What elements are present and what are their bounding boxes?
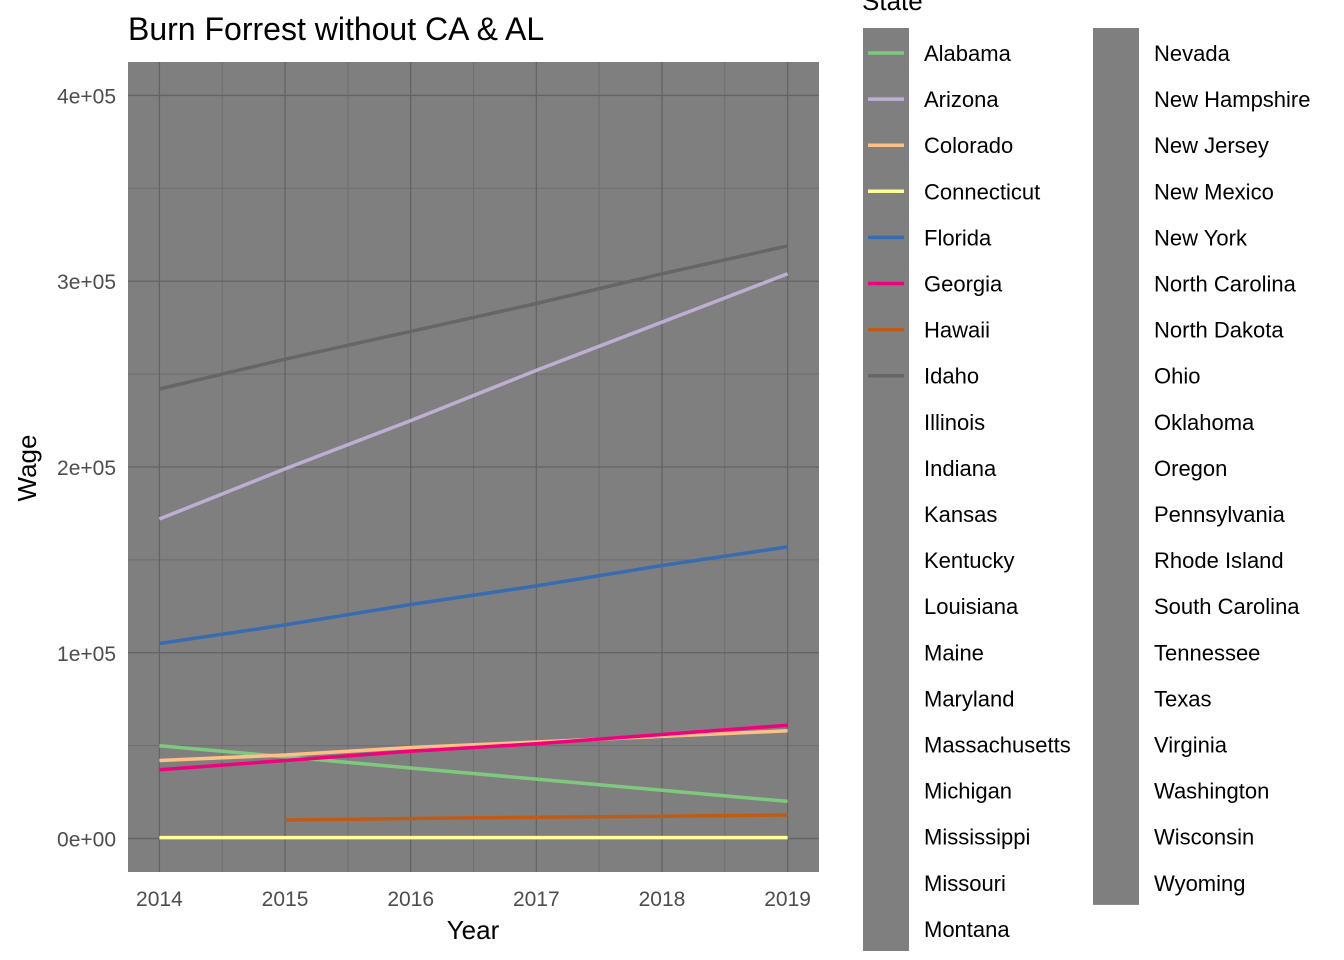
legend-key-background (1093, 28, 1139, 905)
legend-label: Missouri (924, 871, 1006, 896)
legend-label: South Carolina (1154, 594, 1300, 619)
series-line-arizona (158, 272, 789, 521)
y-axis-ticks: 0e+00 1e+05 2e+05 3e+05 4e+05 (57, 85, 116, 851)
legend-label: Arizona (924, 87, 999, 112)
legend: Alabama Arizona Colorado Connecticut Florida… (863, 28, 1311, 951)
legend-label: Illinois (924, 410, 985, 435)
legend-label: Maine (924, 640, 984, 665)
legend-label: North Dakota (1154, 318, 1284, 343)
x-axis-title: Year (447, 915, 500, 945)
legend-key-background (863, 28, 909, 951)
grid-lines (128, 62, 819, 872)
legend-label: Montana (924, 917, 1010, 942)
legend-label: Indiana (924, 456, 997, 481)
y-tick-label: 2e+05 (57, 457, 116, 480)
y-tick-label: 1e+05 (57, 643, 116, 666)
legend-label: Pennsylvania (1154, 502, 1286, 527)
y-tick-label: 0e+00 (57, 829, 116, 852)
legend-label: Tennessee (1154, 640, 1260, 665)
x-tick-label: 2016 (387, 888, 434, 911)
legend-label: Wyoming (1154, 871, 1246, 896)
legend-label: Idaho (924, 364, 979, 389)
legend-label: Georgia (924, 272, 1003, 297)
x-tick-label: 2017 (513, 888, 560, 911)
x-axis-ticks: 2014 2015 2016 2017 2018 2019 (136, 888, 811, 911)
series-line-hawaii (284, 813, 788, 822)
legend-label: Colorado (924, 133, 1013, 158)
x-tick-label: 2019 (764, 888, 811, 911)
x-tick-label: 2015 (262, 888, 309, 911)
legend-label: Kansas (924, 502, 997, 527)
legend-label: Mississippi (924, 825, 1030, 850)
legend-label: New Jersey (1154, 133, 1269, 158)
legend-label: Oregon (1154, 456, 1227, 481)
legend-label: Virginia (1154, 733, 1228, 758)
legend-label: Massachusetts (924, 733, 1071, 758)
series-line-idaho (158, 244, 788, 391)
legend-title: State (862, 0, 923, 16)
legend-label: New Mexico (1154, 179, 1274, 204)
x-tick-label: 2018 (639, 888, 686, 911)
y-axis-title: Wage (12, 435, 42, 502)
legend-label: New York (1154, 225, 1248, 250)
legend-label: Nevada (1154, 41, 1231, 66)
legend-label: Ohio (1154, 364, 1200, 389)
legend-label: Connecticut (924, 179, 1040, 204)
legend-label: Michigan (924, 779, 1012, 804)
legend-label: Florida (924, 225, 992, 250)
legend-label: Kentucky (924, 548, 1015, 573)
series-lines (158, 244, 789, 840)
series-line-colorado (159, 729, 788, 763)
legend-label: Texas (1154, 686, 1211, 711)
chart-title: Burn Forrest without CA & AL (128, 11, 544, 47)
legend-label: Louisiana (924, 594, 1019, 619)
legend-label: Oklahoma (1154, 410, 1255, 435)
legend-label: Rhode Island (1154, 548, 1284, 573)
y-tick-label: 4e+05 (57, 85, 116, 108)
legend-label: Alabama (924, 41, 1012, 66)
legend-label: Maryland (924, 686, 1014, 711)
x-tick-label: 2014 (136, 888, 183, 911)
legend-label: New Hampshire (1154, 87, 1311, 112)
legend-label: Washington (1154, 779, 1269, 804)
legend-label: Wisconsin (1154, 825, 1254, 850)
series-line-florida (159, 545, 788, 646)
legend-label: North Carolina (1154, 272, 1297, 297)
y-tick-label: 3e+05 (57, 271, 116, 294)
legend-label: Hawaii (924, 318, 990, 343)
series-line-georgia (159, 723, 788, 772)
